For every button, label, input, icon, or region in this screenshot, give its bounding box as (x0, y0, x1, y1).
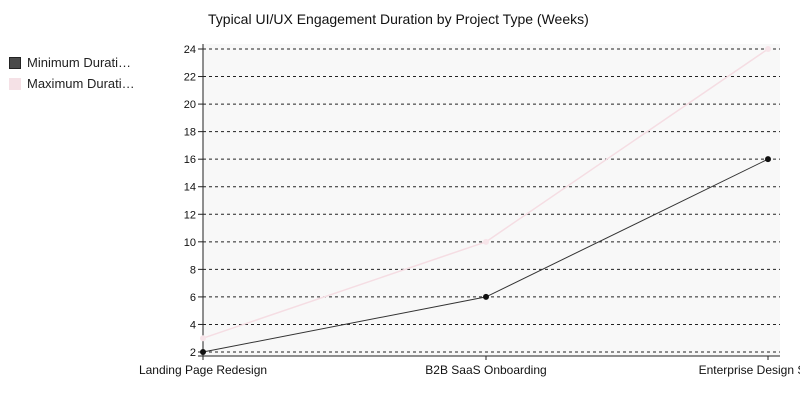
y-tick-label-2: 2 (190, 347, 196, 359)
y-tick-label-6: 6 (190, 292, 196, 304)
data-point-minimum-0 (200, 349, 206, 355)
y-tick-label-12: 12 (184, 209, 196, 221)
data-point-maximum-2 (765, 46, 771, 52)
chart-title: Typical UI/UX Engagement Duration by Pro… (208, 11, 589, 27)
legend-swatch-minimum (9, 56, 21, 69)
y-tick-label-18: 18 (184, 127, 196, 139)
chart-legend: Minimum Durati… Maximum Durati… (9, 52, 135, 94)
legend-item-minimum[interactable]: Minimum Durati… (9, 52, 135, 73)
y-tick-label-22: 22 (184, 72, 196, 84)
y-tick-label-8: 8 (190, 264, 196, 276)
data-point-maximum-0 (200, 335, 206, 342)
y-tick-label-20: 20 (184, 99, 196, 111)
y-tick-label-10: 10 (184, 237, 196, 249)
y-tick-label-4: 4 (190, 319, 196, 331)
x-tick-label-2: Enterprise Design System (699, 363, 800, 377)
x-tick-label-0: Landing Page Redesign (139, 363, 267, 377)
data-point-minimum-1 (483, 293, 489, 300)
y-tick-label-24: 24 (184, 44, 196, 56)
y-tick-label-16: 16 (184, 154, 196, 166)
x-tick-label-1: B2B SaaS Onboarding (425, 363, 546, 377)
data-point-minimum-2 (765, 156, 771, 163)
legend-swatch-maximum (9, 77, 21, 90)
y-tick-label-14: 14 (184, 182, 196, 194)
legend-item-maximum[interactable]: Maximum Durati… (9, 73, 135, 94)
data-point-maximum-1 (483, 238, 489, 245)
